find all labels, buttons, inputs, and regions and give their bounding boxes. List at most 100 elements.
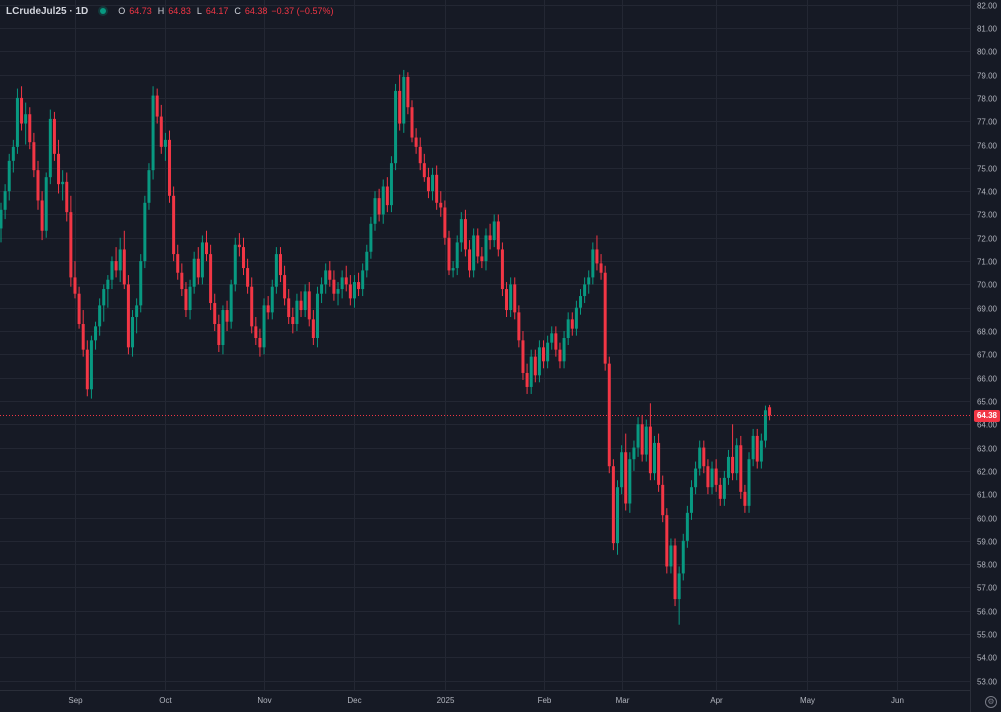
candle [299,291,303,318]
candle-body [24,114,28,124]
candle [735,438,739,481]
candle-body [402,76,406,124]
candle [394,83,398,171]
candle [139,254,143,313]
candle [283,265,287,306]
candle-body [155,95,159,117]
candle [570,312,574,336]
candle [628,452,632,513]
candle-body [624,452,628,504]
candle-body [739,445,743,492]
candle-body [11,146,15,161]
candle-body [291,317,295,325]
candle [636,417,640,457]
candle [525,363,529,394]
candle [159,104,163,154]
candle-body [373,198,377,224]
candle [443,200,447,245]
open-value: 64.73 [129,6,152,16]
candle-body [607,363,611,467]
y-tick-label: 74.00 [977,188,998,197]
candle [118,237,122,283]
candle-body [505,289,509,311]
symbol-label[interactable]: LCrudeJul25 · 1D [6,5,89,17]
candle [73,261,77,299]
low-value: 64.17 [205,6,229,16]
candle [377,188,381,222]
y-tick-label: 65.00 [977,398,998,407]
candle [196,247,200,285]
candle-body [0,209,3,229]
gear-icon[interactable]: ⚙ [985,696,997,708]
candle [7,153,11,201]
candle [603,265,607,371]
candles [0,69,772,625]
candle [32,132,36,178]
candle [698,440,702,476]
candle [410,100,414,143]
candle-body [61,181,65,185]
candle [225,300,229,332]
candle [726,449,730,485]
candle-body [673,545,677,600]
candle-body [529,356,533,387]
candle [48,109,52,185]
candle-body [410,107,414,138]
candle [542,340,546,369]
candle [562,331,566,369]
candle-body [147,170,151,203]
candle-body [151,95,155,171]
candle [644,419,648,462]
candle-body [217,324,221,345]
candle [661,475,665,523]
candle [229,279,233,329]
candle-body [3,191,7,210]
candle-body [698,447,702,469]
candle [213,293,217,332]
y-tick-label: 60.00 [977,515,998,524]
candle [287,289,291,325]
y-tick-label: 77.00 [977,118,998,127]
candle [517,305,521,348]
candle-body [414,137,418,147]
candle-body [77,293,81,325]
candle-body [328,270,332,280]
candle [509,277,513,318]
candle-body [681,540,685,574]
candle [398,74,402,131]
candle [369,216,373,259]
candle-body [246,268,250,287]
candle-body [558,349,562,362]
candle [205,230,208,262]
candle [472,228,476,278]
candle [131,310,135,357]
candle-body [611,466,615,544]
candle [521,331,525,380]
candle-body [669,545,673,567]
candle-body [743,491,747,506]
candle [57,139,61,194]
candle [537,340,541,383]
candle [77,286,81,329]
candle [254,317,258,345]
time-axis[interactable]: Sep Oct Nov Dec 2025 Feb Mar Apr May Jun [68,696,904,705]
candle-body [509,284,513,311]
candle [731,424,735,481]
candle [566,312,570,345]
price-axis[interactable]: 53.00 54.00 55.00 56.00 57.00 58.00 59.00 60.00… [977,2,998,687]
candle-body [102,289,106,306]
candle-body [348,284,352,299]
candle-body [468,249,472,271]
candle [599,254,603,280]
candle [583,277,587,304]
y-tick-label: 76.00 [977,142,998,151]
candle-body [299,300,303,311]
candle-body [361,270,365,290]
candle [488,223,492,250]
candle [763,405,767,448]
candle [102,284,106,322]
candle-body [233,244,237,285]
candle-body [579,296,583,308]
candle-body [225,310,229,322]
